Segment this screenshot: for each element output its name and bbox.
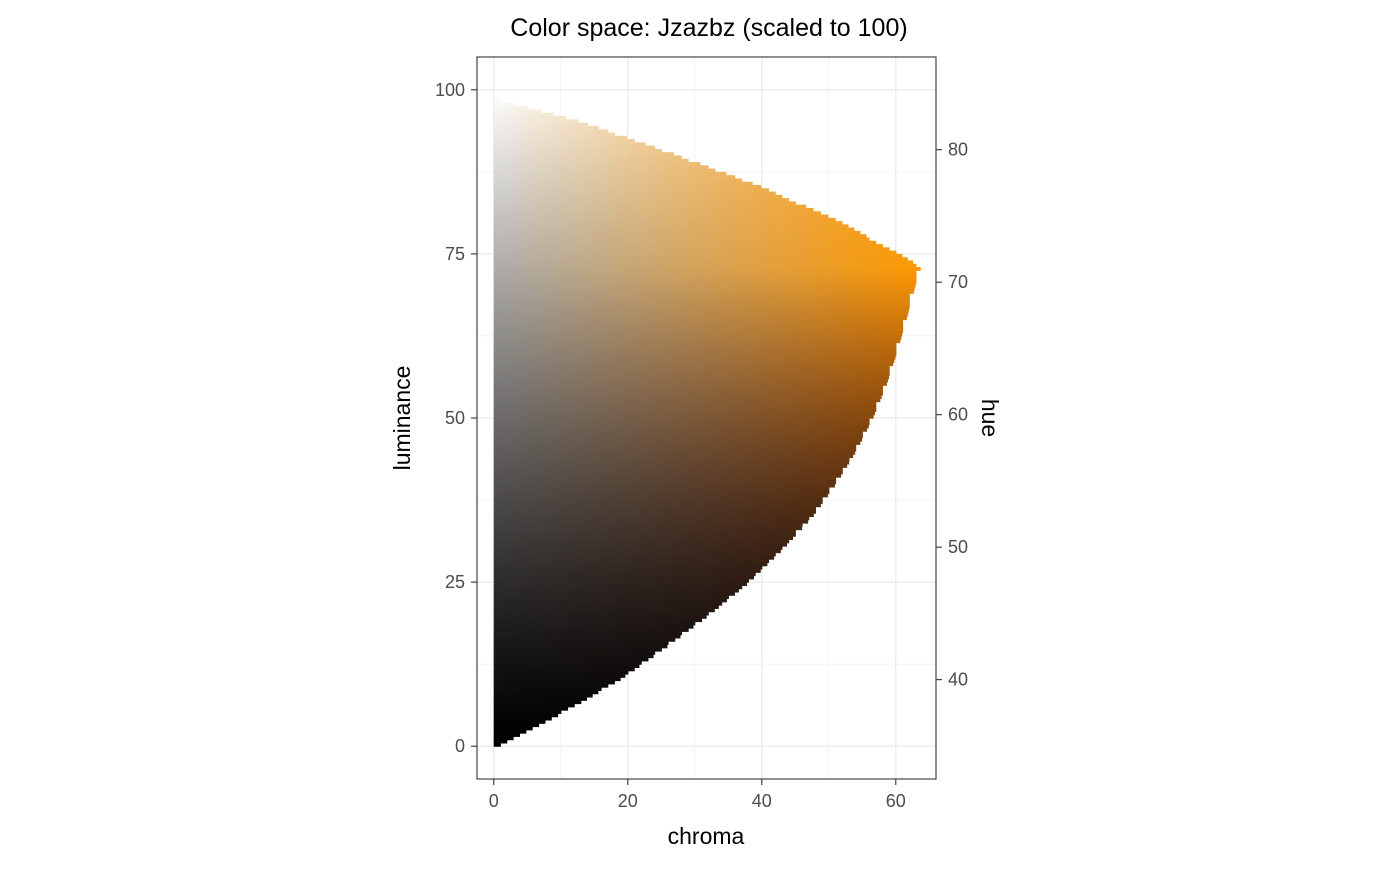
chart-svg: 020406002550751004050607080 Color space:… [0,0,1400,865]
chart: 020406002550751004050607080 Color space:… [0,0,1400,865]
